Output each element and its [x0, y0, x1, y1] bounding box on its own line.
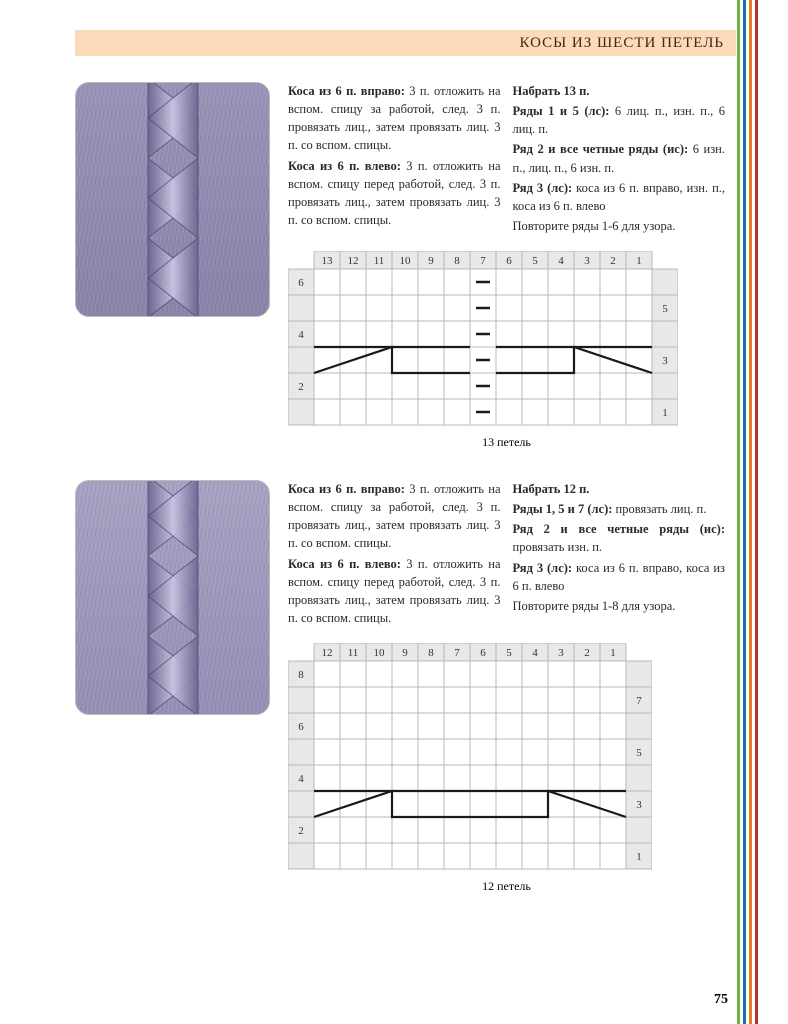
svg-text:12: 12 [322, 647, 333, 659]
col-right-2: Набрать 12 п. Ряды 1, 5 и 7 (лс): провяза… [513, 480, 726, 629]
svg-text:2: 2 [610, 255, 616, 267]
instruction-line: Ряды 1 и 5 (лс): 6 лиц. п., изн. п., 6 л… [513, 102, 726, 138]
instruction-line: Ряд 3 (лс): коса из 6 п. вправо, коса из… [513, 559, 726, 595]
pattern-block-2: Коса из 6 п. вправо: 3 п. отложить на вс… [75, 480, 725, 894]
svg-text:1: 1 [610, 647, 616, 659]
chart-caption-2: 12 петель [288, 879, 725, 894]
svg-text:9: 9 [428, 255, 434, 267]
page-title: КОСЫ ИЗ ШЕСТИ ПЕТЕЛЬ [519, 35, 724, 52]
svg-text:8: 8 [428, 647, 434, 659]
svg-text:2: 2 [584, 647, 590, 659]
instruction-line: Ряд 2 и все четные ряды (ис): провязать … [513, 520, 726, 556]
svg-text:4: 4 [298, 329, 304, 341]
stripe-blue [743, 0, 746, 1024]
svg-text:9: 9 [402, 647, 408, 659]
chart-wrap-1: 13121110987654321123456 13 петель [288, 251, 725, 450]
instruction-line: Повторите ряды 1-8 для узора. [513, 597, 726, 615]
svg-text:5: 5 [636, 747, 642, 759]
instruction-line: Коса из 6 п. влево: 3 п. отложить на всп… [288, 157, 501, 230]
instructions-1: Коса из 6 п. вправо: 3 п. отложить на вс… [288, 82, 725, 237]
stripe-orange [749, 0, 752, 1024]
col-left-1: Коса из 6 п. вправо: 3 п. отложить на вс… [288, 82, 501, 237]
pattern-block-1: Коса из 6 п. вправо: 3 п. отложить на вс… [75, 82, 725, 450]
knitting-chart-2: 12111098765432112345678 [288, 643, 652, 873]
side-stripes [736, 0, 758, 1024]
svg-text:2: 2 [298, 381, 304, 393]
instruction-line: Коса из 6 п. вправо: 3 п. отложить на вс… [288, 82, 501, 155]
svg-text:13: 13 [322, 255, 334, 267]
svg-text:7: 7 [454, 647, 460, 659]
svg-text:10: 10 [374, 647, 386, 659]
svg-text:8: 8 [298, 669, 304, 681]
svg-text:6: 6 [298, 277, 304, 289]
instruction-line: Ряд 3 (лс): коса из 6 п. вправо, изн. п.… [513, 179, 726, 215]
svg-text:5: 5 [506, 647, 512, 659]
svg-text:7: 7 [636, 695, 642, 707]
svg-text:1: 1 [636, 255, 642, 267]
svg-text:3: 3 [636, 799, 642, 811]
svg-text:3: 3 [584, 255, 590, 267]
svg-text:4: 4 [532, 647, 538, 659]
svg-text:4: 4 [298, 773, 304, 785]
instruction-line: Повторите ряды 1-6 для узора. [513, 217, 726, 235]
cable-illustration [143, 82, 203, 317]
page-header: КОСЫ ИЗ ШЕСТИ ПЕТЕЛЬ [75, 30, 736, 56]
chart-caption-1: 13 петель [288, 435, 725, 450]
svg-text:5: 5 [532, 255, 538, 267]
svg-text:5: 5 [662, 303, 668, 315]
svg-text:7: 7 [480, 255, 486, 267]
instruction-line: Набрать 12 п. [513, 480, 726, 498]
svg-text:8: 8 [454, 255, 460, 267]
svg-text:11: 11 [374, 255, 385, 267]
instruction-line: Ряд 2 и все четные ряды (ис): 6 изн. п.,… [513, 140, 726, 176]
svg-text:6: 6 [298, 721, 304, 733]
knit-photo-2 [75, 480, 270, 715]
svg-text:4: 4 [558, 255, 564, 267]
col-right-1: Набрать 13 п. Ряды 1 и 5 (лс): 6 лиц. п.,… [513, 82, 726, 237]
svg-text:10: 10 [400, 255, 412, 267]
svg-text:2: 2 [298, 825, 304, 837]
stripe-red [755, 0, 758, 1024]
instructions-2: Коса из 6 п. вправо: 3 п. отложить на вс… [288, 480, 725, 629]
svg-text:1: 1 [636, 851, 642, 863]
svg-text:3: 3 [662, 355, 668, 367]
chart-wrap-2: 12111098765432112345678 12 петель [288, 643, 725, 894]
svg-text:3: 3 [558, 647, 564, 659]
cable-illustration [143, 480, 203, 715]
svg-text:12: 12 [348, 255, 359, 267]
instruction-line: Набрать 13 п. [513, 82, 726, 100]
stripe-green [737, 0, 740, 1024]
svg-text:11: 11 [348, 647, 359, 659]
svg-text:1: 1 [662, 407, 668, 419]
knit-photo-1 [75, 82, 270, 317]
instruction-line: Коса из 6 п. вправо: 3 п. отложить на вс… [288, 480, 501, 553]
instruction-line: Коса из 6 п. влево: 3 п. отложить на всп… [288, 555, 501, 628]
svg-text:6: 6 [506, 255, 512, 267]
page-number: 75 [714, 992, 728, 1008]
svg-text:6: 6 [480, 647, 486, 659]
col-left-2: Коса из 6 п. вправо: 3 п. отложить на вс… [288, 480, 501, 629]
knitting-chart-1: 13121110987654321123456 [288, 251, 678, 429]
instruction-line: Ряды 1, 5 и 7 (лс): провязать лиц. п. [513, 500, 726, 518]
